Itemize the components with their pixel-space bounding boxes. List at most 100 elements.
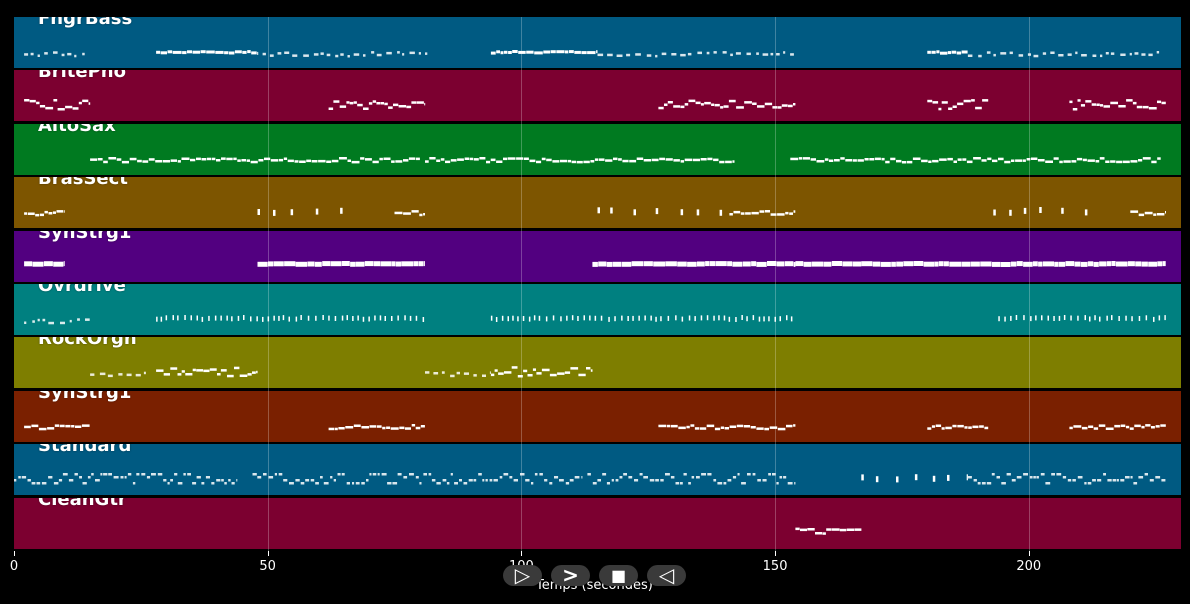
note: [597, 207, 600, 214]
note: [1157, 157, 1161, 160]
note: [1151, 425, 1155, 429]
note: [44, 52, 48, 55]
note: [1125, 476, 1130, 479]
note: [1095, 159, 1100, 163]
note: [1063, 315, 1066, 320]
note: [182, 51, 187, 55]
track-synstrg1[interactable]: SynStrg1: [14, 390, 1181, 442]
note: [522, 316, 525, 321]
note: [323, 482, 329, 485]
note: [299, 160, 306, 163]
track-notes: [24, 260, 1166, 267]
note: [777, 213, 785, 216]
note: [425, 52, 428, 55]
note: [707, 157, 713, 160]
note: [1018, 54, 1024, 57]
note: [346, 315, 348, 321]
note: [696, 209, 700, 216]
fast-forward-button[interactable]: >: [551, 565, 590, 586]
note: [594, 158, 598, 161]
note: [811, 261, 824, 267]
track-rockorgn[interactable]: RockOrgn: [14, 337, 1181, 389]
note: [957, 424, 964, 428]
note: [717, 482, 723, 485]
note: [598, 158, 605, 161]
note: [450, 158, 457, 162]
note: [655, 316, 657, 322]
note: [24, 99, 30, 102]
note: [74, 473, 78, 476]
note: [768, 473, 771, 476]
note: [347, 55, 350, 58]
note: [816, 159, 825, 163]
note: [494, 369, 498, 373]
note: [337, 473, 341, 476]
note: [185, 373, 193, 376]
note: [1114, 424, 1121, 428]
note: [786, 315, 788, 321]
note: [998, 316, 1000, 322]
note: [649, 479, 655, 482]
note: [65, 106, 73, 109]
note: [517, 375, 523, 378]
note: [63, 210, 65, 213]
note: [415, 315, 418, 321]
note: [498, 372, 504, 376]
note: [723, 105, 729, 109]
note: [418, 260, 424, 266]
note: [507, 157, 516, 160]
note: [744, 101, 752, 104]
play-button[interactable]: ▷: [503, 565, 542, 586]
note: [688, 315, 691, 321]
note: [398, 105, 407, 108]
track-cleangtr[interactable]: CleanGtr: [14, 497, 1181, 549]
note: [857, 158, 864, 162]
note: [41, 482, 47, 485]
rewind-button[interactable]: ◁: [647, 565, 686, 586]
note: [1030, 316, 1032, 322]
note: [1080, 104, 1085, 107]
note: [284, 51, 290, 54]
note: [500, 51, 504, 55]
note: [30, 52, 34, 56]
note: [397, 473, 402, 476]
track-brassect[interactable]: BrasSect: [14, 177, 1181, 229]
note: [828, 159, 834, 162]
note: [928, 160, 932, 163]
note: [1099, 156, 1105, 160]
track-standard[interactable]: Standard: [14, 444, 1181, 496]
note: [68, 479, 74, 482]
track-altosax[interactable]: AltoSax: [14, 123, 1181, 175]
note: [58, 479, 63, 482]
note: [822, 531, 826, 535]
track-label: Ovrdrive: [38, 284, 126, 296]
note: [402, 53, 405, 56]
note: [706, 424, 715, 427]
note: [659, 157, 665, 160]
note: [556, 50, 565, 54]
note: [541, 157, 546, 160]
track-fngrbass[interactable]: FngrBass: [14, 17, 1181, 68]
track-synstrg1[interactable]: SynStrg1: [14, 230, 1181, 282]
stop-button[interactable]: ■: [599, 565, 638, 586]
note: [391, 260, 396, 266]
note: [589, 315, 591, 321]
note: [1058, 315, 1061, 321]
note: [216, 479, 221, 482]
note: [1011, 159, 1015, 162]
note: [463, 372, 469, 376]
note: [684, 103, 689, 106]
note: [1145, 315, 1148, 321]
track-label: SynStrg1: [38, 230, 132, 243]
note: [77, 318, 80, 321]
track-britepno[interactable]: BritePno: [14, 70, 1181, 122]
note: [288, 316, 290, 322]
track-ovrdrive[interactable]: Ovrdrive: [14, 284, 1181, 335]
note: [409, 51, 415, 55]
note: [151, 473, 156, 476]
note: [742, 261, 751, 267]
note: [355, 261, 365, 267]
note: [513, 479, 518, 482]
note: [1033, 476, 1036, 479]
note: [1082, 158, 1087, 161]
